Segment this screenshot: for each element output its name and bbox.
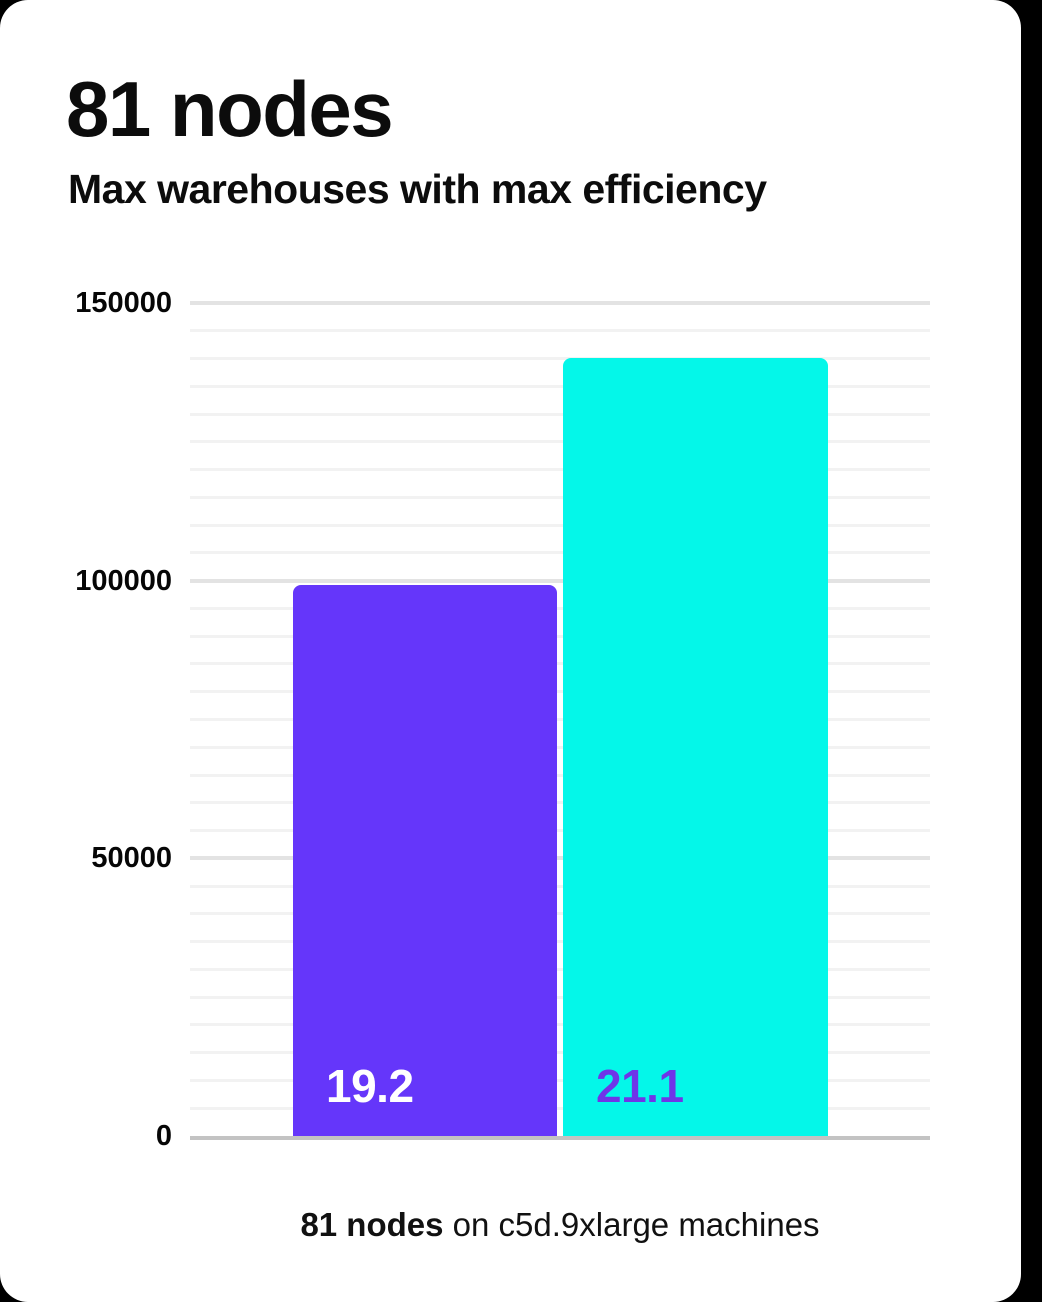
bar-21.1: 21.1 [563,358,828,1136]
y-axis-tick-label: 0 [155,1120,172,1152]
minor-gridline [190,995,930,999]
minor-gridline [190,329,930,333]
minor-gridline [190,412,930,416]
y-axis-tick-label: 50000 [91,842,172,875]
minor-gridline [190,773,930,777]
chart-title: 81 nodes [66,65,394,153]
minor-gridline [190,745,930,749]
bar-19.2: 19.2 [293,585,557,1136]
minor-gridline [190,495,930,499]
minor-gridline [190,801,930,805]
caption-rest-text: on c5d.9xlarge machines [443,1206,820,1243]
minor-gridline [190,523,930,527]
minor-gridline [190,1106,930,1110]
minor-gridline [190,940,930,944]
minor-gridline [190,912,930,916]
card: 81 nodes Max warehouses with max efficie… [0,0,1021,1302]
minor-gridline [190,1051,930,1055]
chart-caption: 81 nodes on c5d.9xlarge machines [190,1205,930,1245]
minor-gridline [190,551,930,555]
minor-gridline [190,718,930,721]
major-gridline [190,856,930,861]
minor-gridline [190,829,930,833]
minor-gridline [190,1023,930,1027]
minor-gridline [190,662,930,666]
minor-gridline [190,384,930,388]
minor-gridline [190,884,930,888]
minor-gridline [190,440,930,444]
caption-bold-text: 81 nodes [300,1206,444,1243]
minor-gridline [190,967,930,971]
chart-subtitle: Max warehouses with max efficiency [68,166,767,212]
minor-gridline [190,1078,930,1082]
plot-area: 19.2 21.1 [190,301,930,1136]
major-gridline [190,301,930,305]
bar-value-label: 21.1 [596,1060,684,1113]
y-axis-tick-label: 150000 [75,287,172,319]
y-axis-tick-label: 100000 [75,564,172,597]
minor-gridline [190,606,930,610]
major-gridline [190,578,930,583]
x-axis-line [190,1136,930,1140]
minor-gridline [190,690,930,694]
bar-value-label: 19.2 [326,1060,414,1113]
minor-gridline [190,357,930,361]
minor-gridline [190,634,930,638]
y-axis-labels: 150000 100000 50000 0 [0,288,172,1151]
minor-gridline [190,468,930,472]
